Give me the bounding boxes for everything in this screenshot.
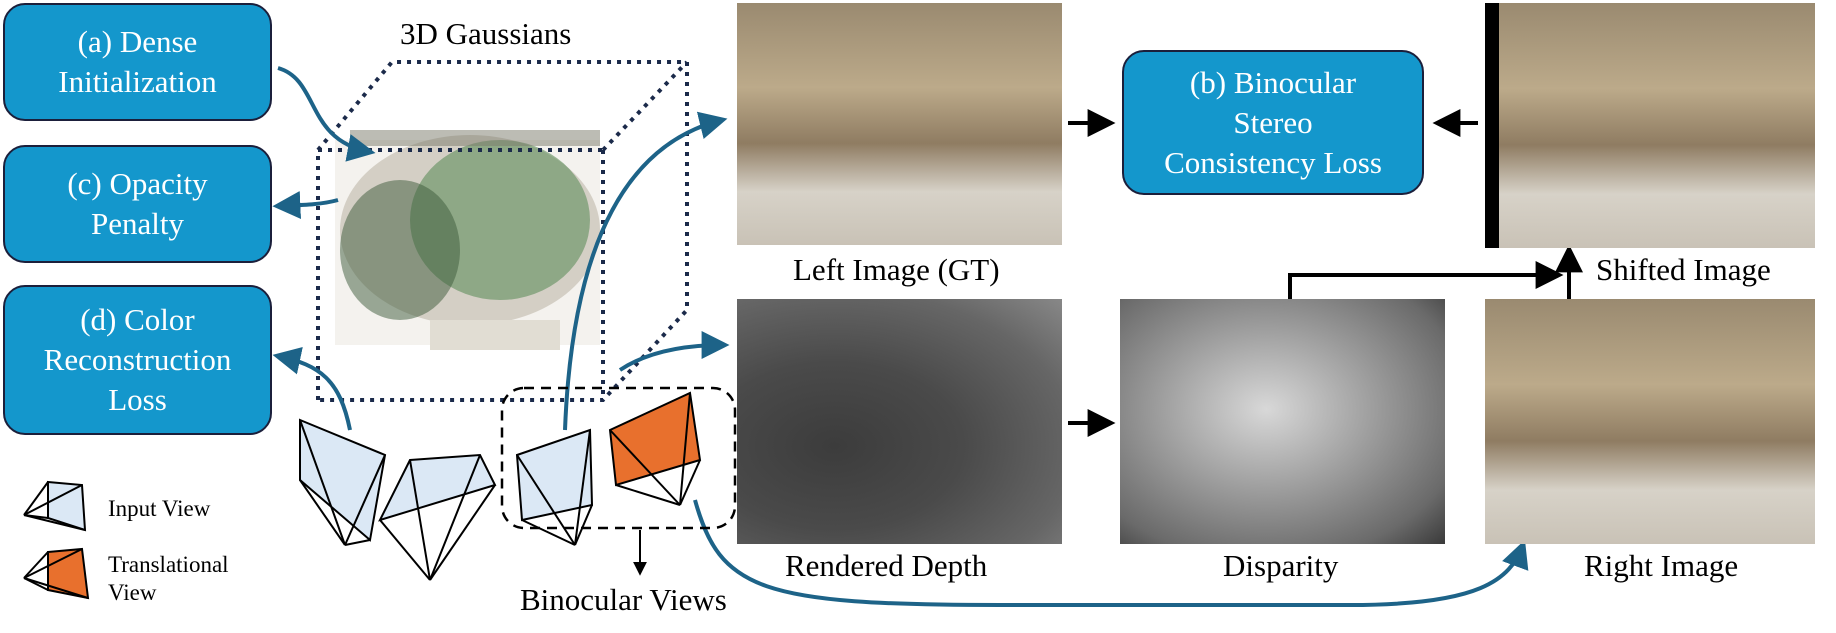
left-image-caption: Left Image (GT) — [793, 252, 1000, 287]
opacity-penalty-line2: Penalty — [91, 206, 184, 241]
legend-input-frustum — [23, 480, 87, 532]
opacity-penalty-box: (c) Opacity Penalty — [3, 145, 272, 263]
legend-translational-frustum — [23, 547, 90, 600]
stereo-loss-line2: Stereo — [1233, 104, 1313, 140]
binocular-views-group — [500, 386, 737, 530]
input-view-frustum-1 — [299, 418, 387, 546]
stereo-loss-line3: Consistency Loss — [1164, 144, 1382, 180]
disparity-image — [1120, 299, 1445, 544]
dense-initialization-box: (a) Dense Initialization — [3, 3, 272, 121]
dense-init-line1: (a) Dense — [77, 24, 198, 59]
binocular-translational-frustum — [608, 391, 702, 506]
stereo-consistency-loss-box: (b) Binocular Stereo Consistency Loss — [1122, 50, 1424, 195]
opacity-penalty-line1: (c) Opacity — [67, 166, 208, 201]
arrow-dense-init-to-gaussians — [277, 66, 376, 162]
input-view-frustum-2 — [378, 453, 497, 581]
arrow-input-view-to-color-loss — [272, 347, 352, 431]
disparity-caption: Disparity — [1223, 548, 1339, 583]
color-loss-line1: (d) Color — [80, 302, 195, 337]
legend-translational-view-label-line1: Translational — [108, 552, 229, 577]
right-image — [1485, 299, 1815, 544]
legend-translational-view-label-line2: View — [108, 580, 157, 605]
rendered-depth-image — [737, 299, 1062, 544]
arrow-gaussians-to-opacity — [272, 190, 339, 219]
color-loss-line3: Loss — [108, 382, 167, 417]
stereo-loss-line1: (b) Binocular — [1189, 64, 1357, 100]
color-loss-line2: Reconstruction — [43, 342, 232, 377]
arrow-translational-to-right-image — [693, 499, 1529, 607]
left-image — [737, 3, 1062, 245]
gaussians-caption: 3D Gaussians — [400, 16, 572, 51]
arrow-view-to-depth — [618, 331, 730, 372]
arrow-view-to-left-image — [563, 111, 728, 431]
dense-init-line2: Initialization — [58, 64, 217, 99]
color-reconstruction-loss-box: (d) Color Reconstruction Loss — [3, 285, 272, 435]
shifted-image-caption: Shifted Image — [1596, 252, 1771, 287]
rendered-depth-caption: Rendered Depth — [785, 548, 988, 583]
shifted-image — [1485, 3, 1815, 248]
gaussian-bounding-cube — [316, 60, 689, 402]
binocular-input-frustum — [515, 428, 594, 546]
arrow-disparity-to-shift — [1288, 261, 1564, 300]
right-image-caption: Right Image — [1584, 548, 1739, 583]
binocular-views-caption: Binocular Views — [520, 582, 727, 617]
gaussian-point-cloud — [335, 130, 600, 350]
legend-input-view-label: Input View — [108, 496, 211, 521]
